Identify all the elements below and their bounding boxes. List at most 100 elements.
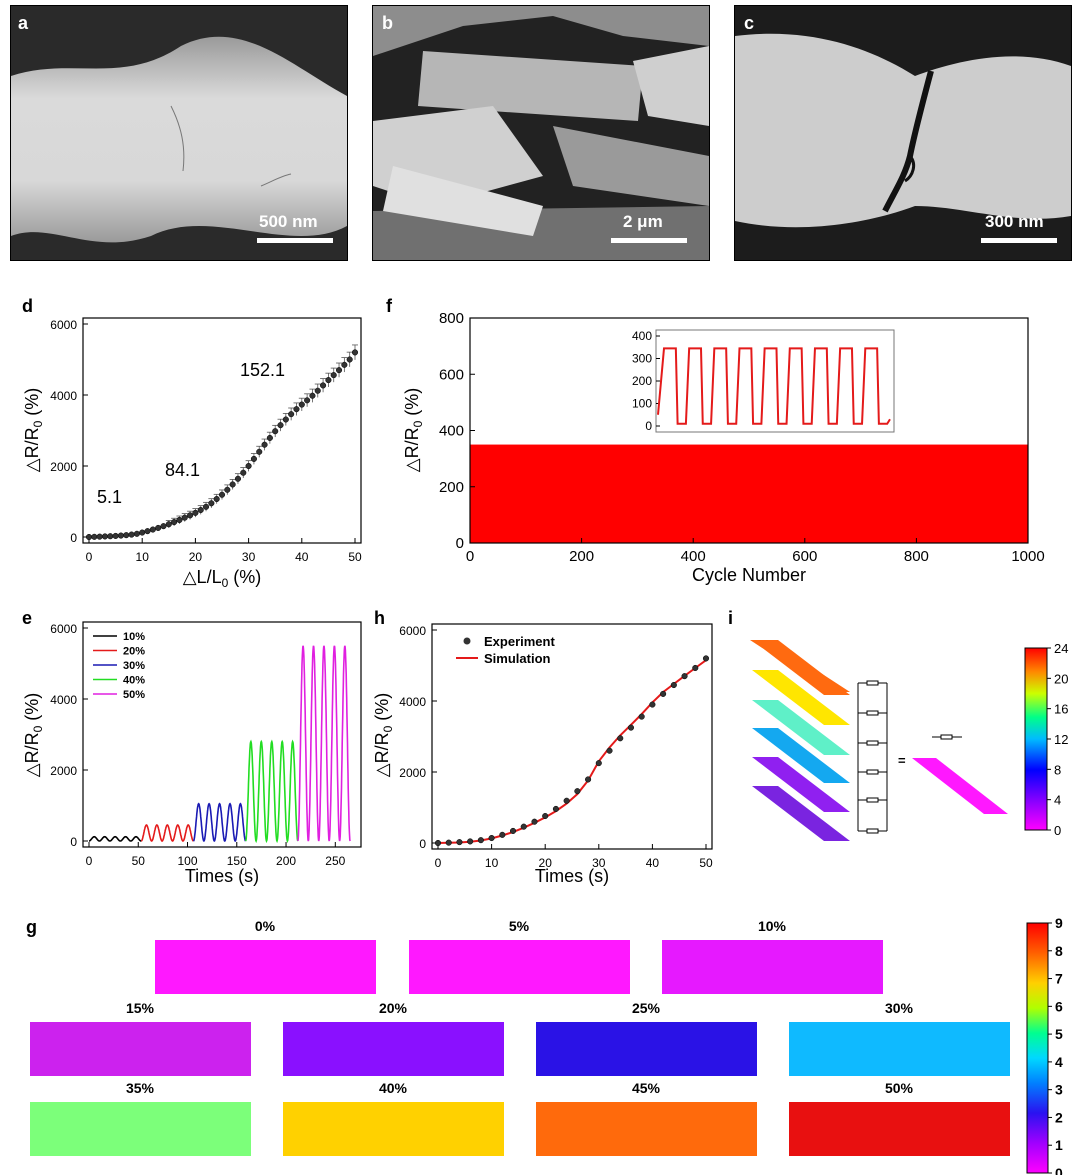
e-legend-label: 10% [123,631,145,643]
h-point [467,838,474,845]
g-colorbar-label: 5 [1055,1026,1063,1042]
layer-5 [752,757,850,812]
f-ytick-label: 400 [439,423,464,440]
i-colorbar-label: 0 [1054,823,1061,838]
strain-map [662,940,883,994]
h-point [670,681,677,689]
d-point [160,523,167,530]
h-ytick-label: 4000 [399,695,426,709]
sem-image-c-graphic [735,6,1071,260]
h-point [488,834,495,842]
h-point [445,839,452,846]
h-point [638,713,645,720]
inset-frame [655,329,895,433]
d-point [293,406,300,413]
colorbar-i [1024,647,1048,831]
annotation-152-1: 152.1 [240,360,285,380]
e-legend-label: 40% [123,675,145,687]
d-xtick-label: 30 [242,550,256,564]
d-point [91,533,98,540]
h-point [531,818,538,825]
e-legend-label: 50% [123,689,145,701]
d-point [123,532,130,539]
d-point [165,521,172,528]
h-point [520,823,527,830]
f-xtick-label: 0 [466,548,474,565]
scale-label-c: 300 nm [985,212,1044,231]
d-point [234,475,242,482]
strain-label: 15% [126,1000,155,1016]
scale-bar-c [981,238,1057,243]
d-point [304,397,311,404]
d-point [250,455,257,462]
i-colorbar-label: 4 [1054,793,1061,808]
d-point [272,428,279,435]
d-point [341,361,348,368]
panel-b-label: b [382,13,393,33]
h-point [660,690,667,697]
inset-ytick-label: 200 [632,374,652,388]
layer-6 [752,786,850,841]
d-point [155,524,162,531]
d-point [197,506,204,514]
annotation-84-1: 84.1 [165,460,200,480]
colorbar-g [1026,922,1049,1174]
e-ytick-label: 2000 [50,764,77,778]
chart-d-ylabel: △R/R0 (%) [22,388,45,473]
f-xtick-label: 1000 [1011,548,1044,565]
strain-map [30,1102,251,1156]
chart-h-xlabel: Times (s) [535,866,609,886]
d-xtick-label: 10 [136,550,150,564]
g-colorbar-label: 3 [1055,1082,1063,1098]
strain-label: 5% [509,918,530,934]
d-point [224,486,231,493]
g-colorbar-label: 2 [1055,1109,1063,1125]
d-xtick-label: 50 [348,550,362,564]
h-point [456,839,463,846]
strain-map [789,1102,1010,1156]
h-point [552,805,559,812]
d-point [187,512,194,519]
inset-ytick-label: 400 [632,329,652,343]
h-point [617,735,624,742]
equivalent-layer [912,758,1008,814]
sem-image-c: 300 nm [734,5,1072,261]
chart-h-frame [431,623,713,850]
inset-ytick-label: 100 [632,397,652,411]
strain-map [789,1022,1010,1076]
g-colorbar-label: 9 [1055,915,1063,931]
strain-label: 35% [126,1080,155,1096]
strain-label: 10% [758,918,787,934]
strain-map [536,1102,757,1156]
h-point [563,797,570,804]
d-point [192,509,199,516]
legend-simulation-label: Simulation [484,651,551,666]
strain-map [283,1102,504,1156]
d-point [330,372,337,379]
chart-e-xlabel: Times (s) [185,866,259,886]
f-ytick-label: 600 [439,366,464,383]
f-xtick-label: 200 [569,548,594,565]
strain-map [409,940,630,994]
f-ytick-label: 0 [456,535,464,552]
d-xtick-label: 0 [86,550,93,564]
sem-image-a: 500 nm [10,5,348,261]
inset-ytick-label: 300 [632,352,652,366]
chart-f-ylabel: △R/R0 (%) [402,388,425,473]
d-point [277,422,284,429]
h-point [542,812,549,820]
d-ytick-label: 4000 [50,389,77,403]
chart-g: 0% 5% 10% 15% 20% 25% 30% 35% 40% 45% 50% 0 1 2 3 4 5 6 7… [30,915,1063,1175]
h-point [627,724,635,731]
panel-i-label: i [728,608,734,628]
d-ytick-label: 0 [70,531,77,545]
d-point [96,533,103,540]
d-point [133,530,140,537]
f-xtick-label: 800 [904,548,929,565]
inset-line [657,347,891,425]
h-point [649,701,656,708]
h-point [702,655,710,662]
d-point [213,495,220,503]
simulation-line [437,659,707,844]
h-ytick-label: 6000 [399,624,426,638]
